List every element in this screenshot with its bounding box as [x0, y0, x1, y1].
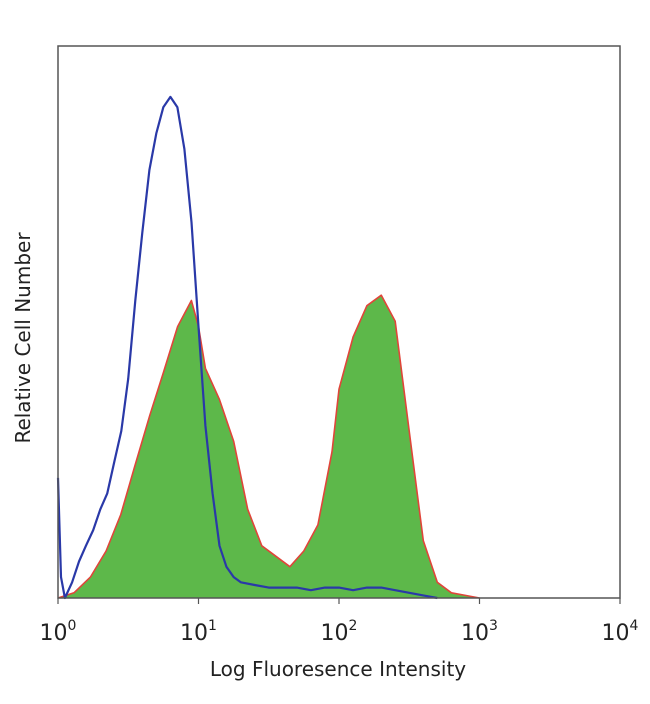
- x-ticks: 100 101 102 103 104: [40, 598, 639, 646]
- x-tick-label-3: 103: [461, 618, 498, 646]
- series-layer: [56, 95, 480, 600]
- x-tick-label-2: 102: [321, 618, 358, 646]
- series-0-area: [58, 295, 480, 598]
- y-axis-title: Relative Cell Number: [11, 232, 35, 444]
- series-1-line: [56, 95, 438, 600]
- x-tick-label-1: 101: [180, 618, 217, 646]
- series-0-line: [57, 294, 480, 599]
- x-tick-label-4: 104: [602, 618, 639, 646]
- x-axis-title: Log Fluoresence Intensity: [210, 657, 466, 681]
- x-tick-label-0: 100: [40, 618, 77, 646]
